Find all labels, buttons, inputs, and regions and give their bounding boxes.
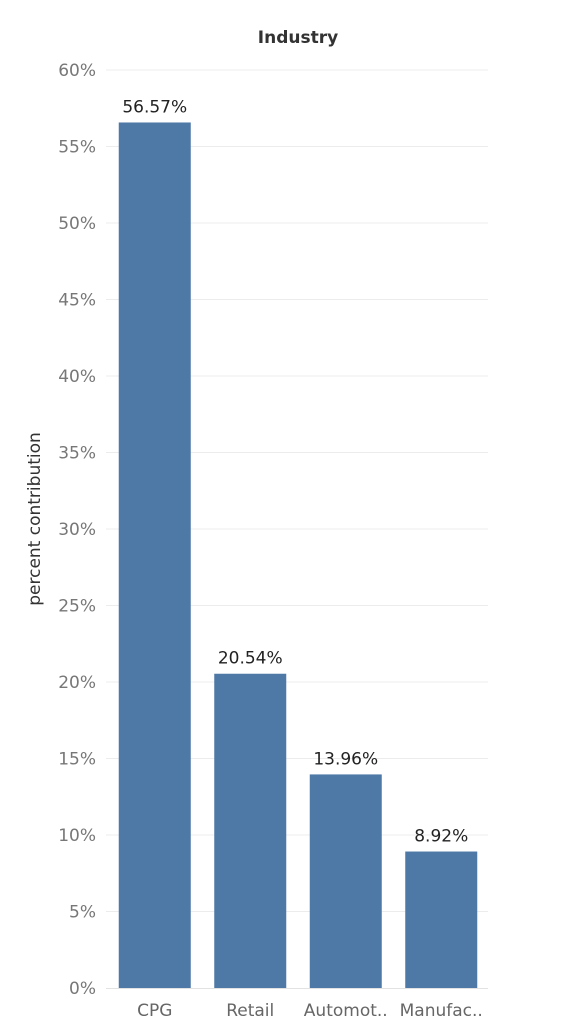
y-tick-label: 35% (58, 444, 96, 464)
bar[interactable] (118, 122, 191, 988)
y-tick-label: 50% (58, 214, 96, 234)
y-tick-label: 0% (69, 979, 96, 999)
y-tick-label: 15% (58, 750, 96, 770)
y-tick-label: 20% (58, 673, 96, 693)
y-tick-label: 40% (58, 367, 96, 387)
bars (118, 122, 478, 988)
bar[interactable] (309, 774, 382, 988)
y-tick-label: 10% (58, 826, 96, 846)
data-label: 8.92% (414, 827, 468, 847)
chart-title: Industry (258, 28, 338, 48)
data-label: 13.96% (313, 749, 378, 769)
y-tick-label: 45% (58, 291, 96, 311)
y-axis-ticks: 0% 5% 10% 15% 20% 25% 30% 35% 40% 45% 50% 55% 60% (58, 61, 96, 999)
data-label: 56.57% (122, 97, 187, 117)
bar[interactable] (214, 673, 287, 988)
y-tick-label: 25% (58, 597, 96, 617)
bar[interactable] (405, 851, 478, 988)
x-tick-label: CPG (137, 1001, 172, 1021)
y-tick-label: 5% (69, 903, 96, 923)
data-label: 20.54% (218, 649, 283, 669)
x-tick-label: Retail (226, 1001, 274, 1021)
y-tick-label: 60% (58, 61, 96, 81)
y-tick-label: 55% (58, 138, 96, 158)
data-labels: 56.57% 20.54% 13.96% 8.92% (122, 97, 468, 846)
y-tick-label: 30% (58, 520, 96, 540)
x-tick-label: Manufac.. (400, 1001, 483, 1021)
x-tick-label: Automot.. (304, 1001, 388, 1021)
y-axis-label: percent contribution (25, 432, 45, 606)
x-axis-labels: CPG Retail Automot.. Manufac.. (137, 1001, 483, 1021)
